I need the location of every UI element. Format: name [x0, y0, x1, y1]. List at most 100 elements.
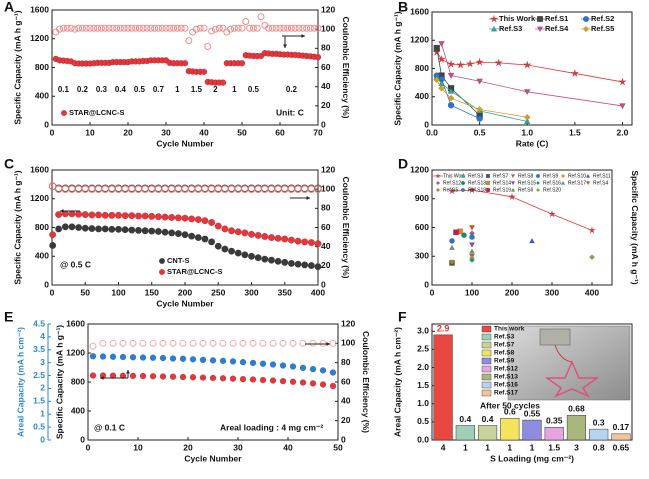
y-tick-label: 1200 — [30, 33, 49, 43]
marker — [449, 238, 455, 244]
photo-star — [544, 360, 600, 398]
legend-label: Ref.S9 — [494, 358, 515, 365]
x-tick-label: 0 — [50, 127, 55, 137]
y-tick-label: 3.0 — [417, 326, 429, 336]
legend-label: Ref.S1 — [545, 14, 568, 23]
legend-label: Ref.S12 — [443, 180, 461, 186]
y-tick-label: 2.0 — [417, 362, 429, 372]
y-tick-label: 0 — [424, 119, 429, 129]
legend-label: Ref.S7 — [494, 342, 515, 349]
legend-swatch — [481, 373, 492, 381]
x-tick-label: 100 — [465, 287, 479, 297]
marker — [281, 235, 289, 243]
rate-label: 1 — [232, 85, 237, 94]
arrow-head — [326, 342, 330, 346]
marker — [294, 237, 302, 245]
marker — [234, 228, 242, 236]
marker — [280, 24, 288, 32]
marker — [299, 339, 307, 347]
marker — [75, 210, 83, 218]
marker — [214, 242, 222, 250]
x-tick-label: 250 — [211, 287, 225, 297]
x-tick-label: 50 — [333, 442, 343, 452]
marker — [154, 24, 162, 32]
marker — [168, 229, 176, 237]
x-axis-label: Cycle Number — [156, 298, 214, 308]
marker — [129, 354, 137, 361]
rate-label: 0.2 — [77, 85, 89, 94]
marker — [109, 353, 117, 360]
marker — [279, 362, 287, 369]
marker — [249, 376, 257, 383]
marker — [149, 354, 157, 361]
y-tick-label: 1600 — [410, 6, 429, 16]
y3-tick-label: 1.5 — [33, 396, 45, 406]
marker — [128, 226, 136, 234]
marker — [48, 182, 57, 191]
x-tick-label: 60 — [275, 127, 285, 137]
marker — [95, 211, 103, 219]
legend-label: Ref.S5 — [443, 187, 459, 193]
y2-tick-label: 0 — [341, 434, 346, 444]
arrow-head — [301, 34, 305, 38]
marker — [447, 72, 455, 79]
y2-tick-label: 40 — [321, 241, 331, 251]
marker — [523, 113, 531, 121]
marker — [55, 225, 63, 233]
panel-label: C — [4, 156, 14, 172]
marker — [181, 59, 189, 67]
marker — [215, 24, 223, 32]
marker — [307, 239, 315, 247]
marker — [86, 24, 94, 32]
value-label: 0.4 — [482, 414, 494, 424]
marker — [113, 24, 121, 32]
marker — [88, 211, 96, 219]
marker — [209, 374, 217, 382]
legend-marker — [158, 258, 165, 265]
marker — [221, 225, 229, 233]
marker — [179, 373, 187, 381]
legend-label: Ref.S3 — [494, 334, 515, 341]
legend-label: Ref.S4 — [545, 24, 569, 33]
y2-tick-label: 80 — [321, 203, 331, 213]
marker — [194, 216, 202, 224]
legend-marker — [560, 180, 566, 185]
marker — [168, 213, 176, 221]
legend-marker — [486, 188, 490, 192]
marker — [129, 339, 137, 347]
legend-swatch — [481, 389, 492, 397]
marker — [199, 374, 207, 381]
marker — [259, 376, 267, 384]
marker — [149, 373, 157, 380]
rate-label: 2 — [213, 85, 218, 94]
marker — [188, 215, 196, 223]
y2-axis-label: Coulombic Efficiency (%) — [341, 16, 351, 118]
marker — [174, 214, 182, 222]
marker — [433, 76, 441, 84]
rate-label: 1.5 — [191, 85, 203, 94]
marker — [529, 237, 535, 244]
marker — [469, 257, 475, 263]
legend-label: Ref.S2 — [591, 14, 614, 23]
marker — [448, 186, 456, 195]
marker — [618, 77, 627, 86]
legend-label: Ref.S4 — [593, 180, 609, 186]
bar — [566, 415, 587, 441]
marker — [238, 24, 246, 32]
photo-wire — [554, 344, 573, 363]
bar — [433, 334, 453, 441]
legend-marker — [536, 173, 541, 178]
x-tick-label: 1 — [530, 442, 535, 452]
marker — [241, 251, 249, 259]
marker — [453, 229, 459, 236]
marker — [238, 59, 246, 67]
marker — [56, 25, 64, 33]
marker — [67, 24, 75, 32]
marker — [121, 226, 129, 234]
y3-tick-label: 2 — [40, 383, 45, 393]
marker — [239, 358, 247, 366]
legend-swatch — [481, 349, 492, 357]
marker — [209, 357, 217, 364]
marker — [301, 238, 309, 246]
marker — [208, 238, 216, 246]
